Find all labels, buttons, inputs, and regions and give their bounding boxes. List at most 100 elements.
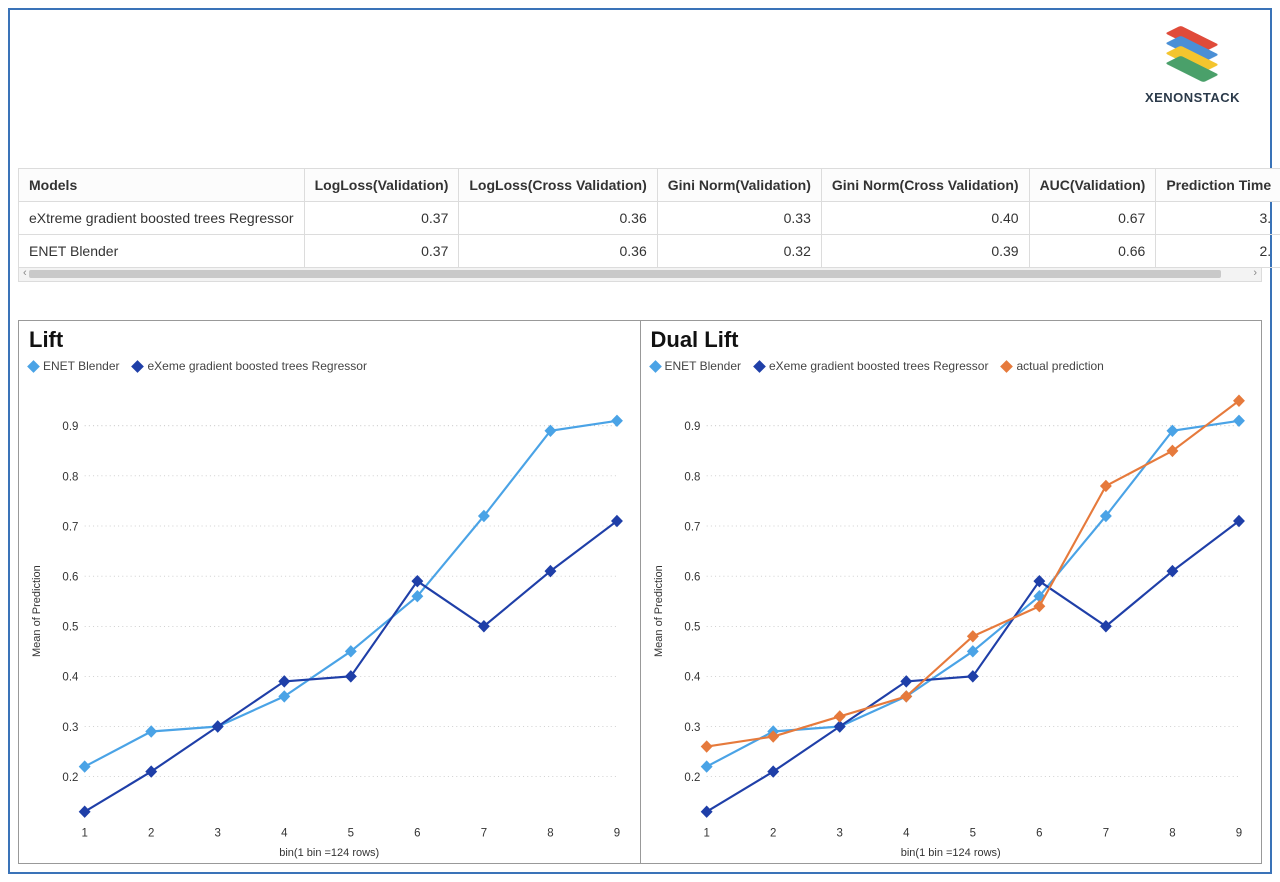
dual-lift-svg-holder: 0.2 0.3 0.4 0.5 0.6 0.7 0.8 0.9 1 2 3 4 5 6 7 8 9 [667, 377, 1252, 845]
column-header[interactable]: Prediction Time [1156, 169, 1280, 202]
svg-text:0.7: 0.7 [684, 520, 700, 533]
legend-swatch-icon [753, 360, 766, 373]
metric-cell: 0.67 [1029, 202, 1156, 235]
dual-lift-chart-svg: 0.2 0.3 0.4 0.5 0.6 0.7 0.8 0.9 1 2 3 4 5 6 7 8 9 [667, 377, 1252, 845]
lift-plot-wrap: Mean of Prediction 0.2 0.3 0.4 0.5 0.6 0.7 0.8… [29, 377, 630, 845]
svg-text:0.2: 0.2 [62, 771, 78, 784]
column-header[interactable]: Gini Norm(Cross Validation) [821, 169, 1029, 202]
svg-text:6: 6 [1036, 826, 1042, 839]
models-table-header-row: ModelsLogLoss(Validation)LogLoss(Cross V… [19, 169, 1280, 202]
dual-lift-y-axis-label: Mean of Prediction [651, 377, 667, 845]
model-name-cell: eXtreme gradient boosted trees Regressor [19, 202, 305, 235]
svg-text:8: 8 [547, 826, 554, 839]
dual-lift-plot-wrap: Mean of Prediction 0.2 0.3 0.4 0.5 0.6 0.7 0.8… [651, 377, 1252, 845]
metric-cell: 0.66 [1029, 235, 1156, 268]
lift-svg-holder: 0.2 0.3 0.4 0.5 0.6 0.7 0.8 0.9 1 2 3 4 5 6 7 8 9 [45, 377, 630, 845]
svg-text:0.9: 0.9 [684, 420, 700, 433]
svg-text:8: 8 [1169, 826, 1176, 839]
legend-label: eXeme gradient boosted trees Regressor [769, 359, 988, 373]
svg-text:4: 4 [281, 826, 288, 839]
column-header[interactable]: Gini Norm(Validation) [657, 169, 821, 202]
svg-text:0.4: 0.4 [62, 671, 78, 684]
svg-text:2: 2 [770, 826, 776, 839]
svg-text:0.8: 0.8 [62, 470, 78, 483]
svg-text:0.3: 0.3 [62, 721, 78, 734]
table-row[interactable]: eXtreme gradient boosted trees Regressor… [19, 202, 1280, 235]
svg-text:0.6: 0.6 [62, 570, 78, 583]
scroll-right-icon[interactable]: › [1253, 267, 1257, 279]
metric-cell: 0.39 [821, 235, 1029, 268]
legend-label: ENET Blender [665, 359, 741, 373]
svg-text:0.3: 0.3 [684, 721, 700, 734]
svg-text:1: 1 [703, 826, 709, 839]
models-table-body: eXtreme gradient boosted trees Regressor… [19, 202, 1280, 268]
svg-text:3: 3 [836, 826, 842, 839]
models-table-region: ModelsLogLoss(Validation)LogLoss(Cross V… [18, 168, 1262, 282]
svg-text:3: 3 [215, 826, 221, 839]
svg-text:9: 9 [1235, 826, 1241, 839]
legend-item[interactable]: actual prediction [1002, 359, 1103, 373]
models-table: ModelsLogLoss(Validation)LogLoss(Cross V… [18, 168, 1280, 268]
legend-item[interactable]: eXeme gradient boosted trees Regressor [133, 359, 366, 373]
lift-chart-panel: Lift ENET BlendereXeme gradient boosted … [18, 320, 640, 864]
metric-cell: 0.37 [304, 235, 459, 268]
column-header[interactable]: LogLoss(Cross Validation) [459, 169, 657, 202]
svg-text:0.5: 0.5 [684, 620, 700, 633]
svg-text:4: 4 [903, 826, 910, 839]
legend-label: eXeme gradient boosted trees Regressor [147, 359, 366, 373]
legend-swatch-icon [649, 360, 662, 373]
dual-lift-chart-panel: Dual Lift ENET Blender eXeme gradient boo… [640, 320, 1263, 864]
legend-item[interactable]: ENET Blender [29, 359, 119, 373]
lift-x-axis-label: bin(1 bin =124 rows) [29, 845, 630, 859]
column-header[interactable]: AUC(Validation) [1029, 169, 1156, 202]
scroll-thumb[interactable] [29, 270, 1221, 278]
legend-label: ENET Blender [43, 359, 119, 373]
column-header[interactable]: Models [19, 169, 305, 202]
svg-text:0.5: 0.5 [62, 620, 78, 633]
legend-swatch-icon [132, 360, 145, 373]
brand-logo: XENONSTACK [1145, 28, 1240, 105]
svg-text:7: 7 [1102, 826, 1108, 839]
lift-chart-legend: ENET Blender eXeme gradient boosted trees… [29, 359, 630, 373]
svg-text:6: 6 [414, 826, 420, 839]
scroll-left-icon[interactable]: ‹ [23, 267, 27, 279]
table-row[interactable]: ENET Blender0.370.360.320.390.662. [19, 235, 1280, 268]
svg-text:5: 5 [348, 826, 355, 839]
metric-cell: 0.37 [304, 202, 459, 235]
svg-text:0.7: 0.7 [62, 520, 78, 533]
dual-lift-chart-legend: ENET Blender eXeme gradient boosted trees… [651, 359, 1252, 373]
metric-cell: 0.32 [657, 235, 821, 268]
svg-text:1: 1 [81, 826, 87, 839]
charts-row: Lift ENET BlendereXeme gradient boosted … [18, 320, 1262, 864]
metric-cell: 0.36 [459, 235, 657, 268]
svg-text:0.6: 0.6 [684, 570, 700, 583]
lift-y-axis-label: Mean of Prediction [29, 377, 45, 845]
metric-cell: 2. [1156, 235, 1280, 268]
svg-text:0.9: 0.9 [62, 420, 78, 433]
column-header[interactable]: LogLoss(Validation) [304, 169, 459, 202]
legend-item[interactable]: eXeme gradient boosted trees Regressor [755, 359, 988, 373]
metric-cell: 3. [1156, 202, 1280, 235]
legend-item[interactable]: ENET Blender [651, 359, 741, 373]
svg-text:2: 2 [148, 826, 154, 839]
svg-text:5: 5 [969, 826, 976, 839]
svg-text:0.4: 0.4 [684, 671, 700, 684]
svg-text:0.8: 0.8 [684, 470, 700, 483]
horizontal-scrollbar[interactable]: ‹ › [18, 268, 1262, 282]
metric-cell: 0.36 [459, 202, 657, 235]
legend-swatch-icon [1001, 360, 1014, 373]
dashboard-frame: XENONSTACK ModelsLogLoss(Validation)LogL… [8, 8, 1272, 874]
legend-label: actual prediction [1016, 359, 1103, 373]
brand-logo-stack [1156, 28, 1228, 84]
lift-chart-svg: 0.2 0.3 0.4 0.5 0.6 0.7 0.8 0.9 1 2 3 4 5 6 7 8 9 [45, 377, 630, 845]
svg-text:0.2: 0.2 [684, 771, 700, 784]
dual-lift-x-axis-label: bin(1 bin =124 rows) [651, 845, 1252, 859]
dual-lift-chart-title: Dual Lift [651, 327, 1252, 353]
legend-swatch-icon [27, 360, 40, 373]
metric-cell: 0.40 [821, 202, 1029, 235]
model-name-cell: ENET Blender [19, 235, 305, 268]
svg-text:9: 9 [614, 826, 620, 839]
brand-name: XENONSTACK [1145, 90, 1240, 105]
metric-cell: 0.33 [657, 202, 821, 235]
svg-text:7: 7 [481, 826, 487, 839]
